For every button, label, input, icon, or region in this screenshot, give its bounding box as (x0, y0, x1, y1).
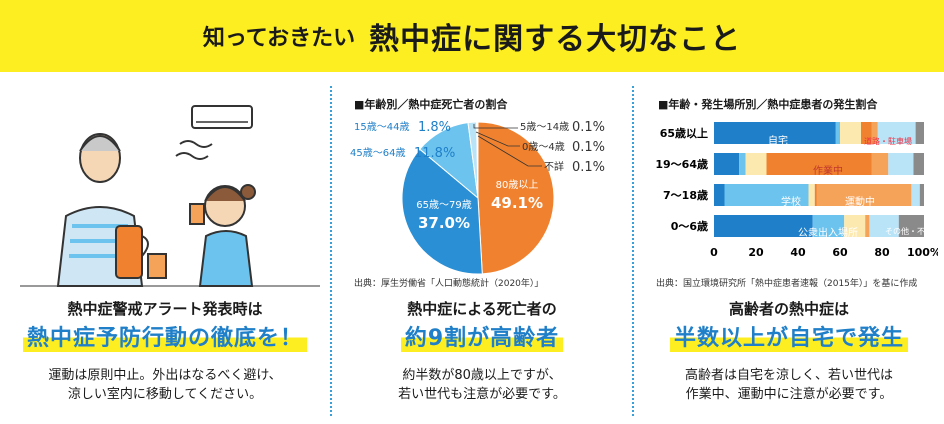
bar-segment (714, 215, 813, 237)
bar-tick-label: 100% (907, 246, 938, 259)
bar-row-label: 65歳以上 (660, 126, 708, 140)
banner-main-title: 熱中症に関する大切なこと (369, 22, 742, 57)
location-desc-line2: 作業中、運動中に注意が必要です。 (685, 387, 893, 402)
bar-segment (865, 215, 870, 237)
bar-segment (739, 153, 746, 175)
bar-segment (869, 215, 899, 237)
bar-segment (877, 122, 916, 144)
death-ratio-highlight-text: 約9割が高齢者 (400, 320, 564, 352)
location-highlight-text: 半数以上が自宅で発生 (669, 320, 908, 352)
pie-value-65: 37.0% (418, 214, 470, 232)
bar-tick-label: 0 (710, 246, 718, 259)
alert-section: 熱中症警戒アラート発表時は 熱中症予防行動の徹底を！ 運動は原則中止。外出はなる… (0, 86, 330, 416)
bar-segment (913, 153, 924, 175)
pie-label-15: 15歳～44歳 (354, 121, 409, 133)
bar-tick-label: 20 (748, 246, 764, 259)
alert-highlight: 熱中症予防行動の徹底を！ (0, 320, 330, 352)
bar-label-public: 公衆出入場所 (798, 226, 858, 239)
pie-value-5: 0.1% (572, 120, 605, 135)
alert-highlight-text: 熱中症予防行動の徹底を！ (22, 320, 307, 352)
pie-label-0: 0歳～4歳 (522, 141, 565, 153)
location-desc-line1: 高齢者は自宅を涼しく、若い世代は (684, 368, 893, 383)
bar-segment (714, 184, 725, 206)
pie-value-80: 49.1% (491, 194, 543, 212)
bar-label-school: 学校 (781, 195, 801, 208)
bar-segment (840, 122, 861, 144)
bar-segment (919, 184, 924, 206)
pie-slice-1 (401, 148, 483, 275)
bar-segment (871, 122, 878, 144)
bar-label-work: 作業中 (813, 164, 843, 177)
pie-value-15: 1.8% (418, 120, 451, 135)
bar-segment (911, 184, 920, 206)
bar-label-sport: 運動中 (845, 195, 875, 208)
alert-desc-line1: 運動は原則中止。外出はなるべく避け、 (48, 368, 282, 383)
location-title: 高齢者の熱中症は (728, 300, 849, 318)
bar-row-label: 0～6歳 (671, 219, 708, 233)
pie-value-0: 0.1% (572, 140, 605, 155)
bar-segment (745, 153, 767, 175)
pie-label-unknown: 不詳 (544, 160, 564, 173)
header-banner: 知っておきたい 熱中症に関する大切なこと (0, 0, 944, 72)
bar-segment (861, 122, 872, 144)
bar-label-home: 自宅 (768, 134, 788, 147)
pie-value-45: 11.8% (414, 146, 455, 161)
bar-segment (808, 184, 815, 206)
bar-row-label: 19～64歳 (655, 157, 708, 171)
location-ratio-section: ■年齢・発生場所別／熱中症患者の発生割合 65歳以上 19～64歳 7～18歳 0～6… (632, 86, 944, 416)
pie-label-45: 45歳～64歳 (350, 147, 405, 159)
alert-desc-line2: 涼しい室内に移動してください。 (67, 387, 263, 402)
bar-segment (915, 122, 924, 144)
pie-source: 出典：厚生労働省「人口動態統計（2020年）」 (354, 279, 544, 289)
bar-row-label: 7～18歳 (663, 188, 708, 202)
death-ratio-desc-line1: 約半数が80歳以上ですが、 (402, 368, 562, 383)
bar-segment (812, 215, 845, 237)
elderly-and-child-drinking-illustration (20, 105, 320, 287)
bar-segment (814, 184, 817, 206)
bar-segment (766, 153, 872, 175)
bar-segment (835, 122, 840, 144)
bar-tick-label: 60 (832, 246, 848, 259)
bar-segment (714, 122, 836, 144)
bar-segment (714, 153, 740, 175)
banner-pre-title: 知っておきたい (202, 26, 356, 51)
bar-segment (816, 184, 912, 206)
pie-label-80: 80歳以上 (496, 179, 539, 191)
bar-segment (871, 153, 889, 175)
bar-tick-label: 80 (874, 246, 890, 259)
alert-title: 熱中症警戒アラート発表時は (67, 300, 263, 318)
bar-label-other: その他・不明 (885, 226, 933, 236)
bar-label-road: 道路・駐車場 (864, 136, 912, 146)
bar-segment (898, 215, 924, 237)
bar-tick-label: 40 (790, 246, 806, 259)
location-bar-chart: 65歳以上 19～64歳 7～18歳 0～6歳 0 20 40 60 80 100% 自宅 道路… (655, 122, 938, 259)
pie-label-65: 65歳～79歳 (416, 199, 471, 211)
bar-source: 出典：国立環境研究所「熱中症患者速報（2015年）」を基に作成 (656, 279, 918, 289)
age-death-pie-chart: 80歳以上 49.1% 65歳～79歳 37.0% 45歳～64歳 11.8% … (350, 120, 605, 275)
location-highlight: 半数以上が自宅で発生 (634, 320, 944, 352)
bar-segment (844, 215, 866, 237)
bar-segment (888, 153, 914, 175)
pie-chart-title: ■年齢別／熱中症死亡者の割合 (354, 98, 508, 111)
pie-label-5: 5歳～14歳 (520, 121, 569, 133)
bar-chart-title: ■年齢・発生場所別／熱中症患者の発生割合 (658, 98, 878, 111)
death-ratio-desc-line2: 若い世代も注意が必要です。 (398, 387, 566, 402)
bar-segment (724, 184, 809, 206)
death-ratio-title: 熱中症による死亡者の (407, 300, 557, 318)
death-ratio-highlight: 約9割が高齢者 (332, 320, 632, 352)
death-ratio-section: ■年齢別／熱中症死亡者の割合 80歳以上 49.1% 65歳～79歳 37.0%… (330, 86, 632, 416)
pie-value-unknown: 0.1% (572, 160, 605, 175)
